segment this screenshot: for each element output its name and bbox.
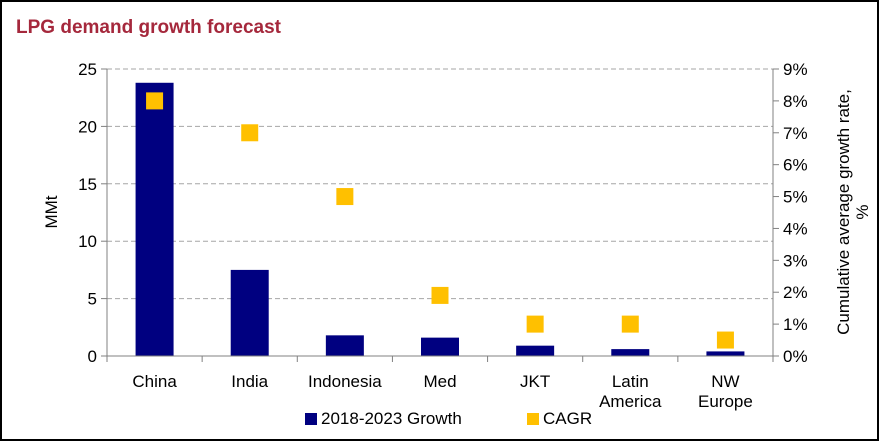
bar — [325, 335, 364, 356]
bar — [611, 349, 650, 356]
bar — [516, 345, 555, 356]
y2-tick-label: 8% — [783, 92, 808, 111]
legend-swatch-cagr — [527, 413, 539, 425]
y-tick-label: 25 — [78, 60, 97, 79]
y-tick-label: 20 — [78, 117, 97, 136]
y-tick-label: 15 — [78, 175, 97, 194]
x-tick-label: JKT — [520, 372, 550, 391]
cagr-point — [336, 188, 354, 206]
cagr-point — [526, 315, 544, 333]
x-tick-label: China — [132, 372, 177, 391]
cagr-point — [241, 124, 259, 142]
bar — [230, 269, 269, 356]
bar — [421, 337, 459, 356]
cagr-point — [146, 92, 164, 110]
cagr-point — [431, 286, 449, 304]
y2-axis-label: Cumulative average growth rate,% — [834, 89, 872, 335]
y2-tick-label: 5% — [783, 188, 808, 207]
legend-swatch-growth — [305, 413, 317, 425]
legend-label-cagr: CAGR — [543, 409, 592, 428]
cagr-point — [716, 331, 734, 349]
y2-tick-label: 3% — [783, 251, 808, 270]
legend-label-growth: 2018-2023 Growth — [321, 409, 462, 428]
y2-tick-label: 7% — [783, 124, 808, 143]
x-tick-label: NW Europe — [698, 372, 753, 411]
y2-tick-label: 6% — [783, 156, 808, 175]
y-tick-label: 5 — [88, 290, 97, 309]
bar — [135, 82, 174, 356]
chart-title: LPG demand growth forecast — [16, 17, 281, 38]
x-tick-label: Latin America — [599, 372, 662, 411]
bar — [706, 351, 745, 356]
x-tick-label: Indonesia — [308, 372, 382, 391]
y2-tick-label: 0% — [783, 347, 808, 366]
y-tick-label: 10 — [78, 232, 97, 251]
y-tick-label: 0 — [88, 347, 97, 366]
y2-tick-label: 9% — [783, 60, 808, 79]
y2-tick-label: 2% — [783, 283, 808, 302]
x-tick-label: India — [231, 372, 268, 391]
y2-tick-label: 4% — [783, 219, 808, 238]
cagr-point — [621, 315, 639, 333]
y-axis-label: MMt — [42, 195, 61, 228]
x-tick-label: Med — [423, 372, 456, 391]
y2-tick-label: 1% — [783, 315, 808, 334]
